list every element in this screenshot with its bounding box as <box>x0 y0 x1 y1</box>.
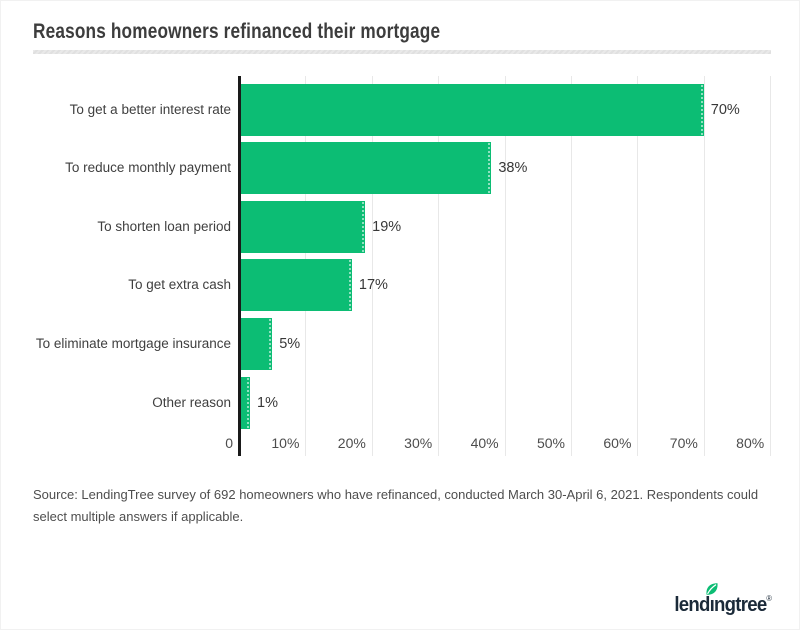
source-line: select multiple answers if applicable. <box>33 509 244 524</box>
x-tick-label: 40% <box>470 435 499 451</box>
value-label: 70% <box>710 101 740 118</box>
gridline <box>770 76 772 456</box>
category-label: Other reason <box>152 394 231 410</box>
page-title: Reasons homeowners refinanced their mort… <box>33 20 441 43</box>
bar <box>241 259 352 312</box>
bar <box>241 200 366 253</box>
x-tick-label: 70% <box>669 435 698 451</box>
gridline <box>703 76 705 456</box>
category-label: To eliminate mortgage insurance <box>35 335 231 351</box>
x-tick-label: 0 <box>225 435 233 451</box>
y-axis-line <box>238 76 241 456</box>
x-tick-label: 60% <box>603 435 632 451</box>
x-tick-label: 50% <box>536 435 565 451</box>
category-label: To shorten loan period <box>97 218 231 234</box>
lendingtree-wordmark: lendıngtree® <box>674 583 772 621</box>
value-label: 5% <box>279 335 301 352</box>
title-divider <box>33 50 771 54</box>
value-label: 1% <box>257 394 278 411</box>
gridline <box>438 76 440 456</box>
brand-text-post: ngtree <box>714 594 767 616</box>
bar <box>241 317 273 370</box>
gridline <box>637 76 639 456</box>
leaf-icon <box>706 583 718 595</box>
gridline <box>571 76 572 456</box>
category-label: To get a better interest rate <box>69 101 231 117</box>
brand-text-dotless-i: ı <box>709 594 715 616</box>
gridline <box>371 76 373 456</box>
bar <box>241 83 704 136</box>
x-tick-label: 80% <box>736 435 765 451</box>
source-note: Source: LendingTree survey of 692 homeow… <box>33 484 758 528</box>
gridline <box>504 76 506 456</box>
category-label: To get extra cash <box>128 277 231 293</box>
x-tick-label: 20% <box>337 435 366 451</box>
value-label: 17% <box>358 277 388 294</box>
source-line: Source: LendingTree survey of 692 homeow… <box>33 487 759 502</box>
category-label: To reduce monthly payment <box>65 160 231 176</box>
brand-text-pre: lend <box>674 594 710 616</box>
bar <box>241 142 492 195</box>
x-tick-label: 10% <box>271 435 300 451</box>
lendingtree-logo: lendıngtree® <box>667 583 772 616</box>
bar <box>241 376 250 429</box>
value-label: 38% <box>498 160 528 177</box>
x-tick-label: 30% <box>404 435 433 451</box>
registered-mark: ® <box>766 594 772 603</box>
value-label: 19% <box>372 218 402 235</box>
